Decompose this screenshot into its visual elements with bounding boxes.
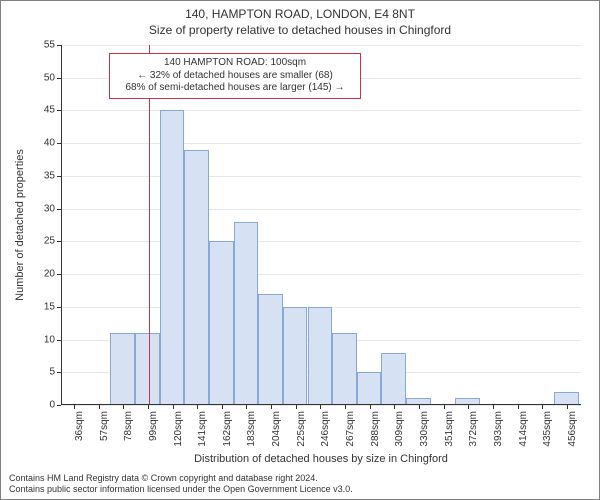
- y-tick-label: 5: [49, 367, 55, 378]
- x-tick-label: 36sqm: [74, 411, 85, 441]
- x-tick-label: 162sqm: [222, 411, 233, 447]
- chart-title-line1: 140, HAMPTON ROAD, LONDON, E4 8NT: [1, 7, 599, 21]
- histogram-bar: [160, 110, 185, 405]
- x-tick-mark: [123, 405, 124, 409]
- y-tick-mark: [57, 405, 61, 406]
- x-tick-mark: [173, 405, 174, 409]
- y-tick-label: 45: [44, 105, 55, 116]
- grid-line: [61, 176, 581, 177]
- x-tick-mark: [271, 405, 272, 409]
- x-tick-mark: [345, 405, 346, 409]
- histogram-bar: [283, 307, 308, 405]
- x-tick-mark: [296, 405, 297, 409]
- x-tick-label: 225sqm: [296, 411, 307, 447]
- x-tick-mark: [468, 405, 469, 409]
- grid-line: [61, 241, 581, 242]
- chart-title-line2: Size of property relative to detached ho…: [1, 23, 599, 37]
- x-tick-label: 393sqm: [493, 411, 504, 447]
- y-tick-label: 30: [44, 203, 55, 214]
- y-axis-title-text: Number of detached properties: [14, 149, 26, 301]
- grid-line: [61, 45, 581, 46]
- x-tick-mark: [394, 405, 395, 409]
- x-tick-mark: [444, 405, 445, 409]
- y-tick-label: 35: [44, 170, 55, 181]
- y-tick-label: 40: [44, 138, 55, 149]
- x-axis-title: Distribution of detached houses by size …: [61, 453, 581, 465]
- x-tick-mark: [518, 405, 519, 409]
- x-tick-mark: [99, 405, 100, 409]
- histogram-bar: [332, 333, 357, 405]
- histogram-bar: [110, 333, 135, 405]
- annotation-line3: 68% of semi-detached houses are larger (…: [116, 82, 354, 95]
- y-tick-label: 10: [44, 334, 55, 345]
- x-tick-mark: [74, 405, 75, 409]
- grid-line: [61, 143, 581, 144]
- property-marker-line: [149, 45, 150, 405]
- x-tick-label: 309sqm: [394, 411, 405, 447]
- annotation-line2: ← 32% of detached houses are smaller (68…: [116, 70, 354, 83]
- histogram-bar: [184, 150, 209, 405]
- x-tick-label: 351sqm: [444, 411, 455, 447]
- x-tick-label: 372sqm: [468, 411, 479, 447]
- x-tick-mark: [370, 405, 371, 409]
- grid-line: [61, 209, 581, 210]
- x-tick-label: 414sqm: [518, 411, 529, 447]
- x-tick-mark: [567, 405, 568, 409]
- annotation-box: 140 HAMPTON ROAD: 100sqm← 32% of detache…: [109, 53, 361, 99]
- histogram-bar: [258, 294, 283, 405]
- x-tick-mark: [542, 405, 543, 409]
- x-tick-label: 288sqm: [370, 411, 381, 447]
- x-tick-mark: [493, 405, 494, 409]
- y-tick-label: 0: [49, 400, 55, 411]
- x-tick-label: 141sqm: [197, 411, 208, 447]
- x-tick-mark: [197, 405, 198, 409]
- footer-line1: Contains HM Land Registry data © Crown c…: [9, 473, 353, 484]
- histogram-bar: [357, 372, 382, 405]
- footer-line2: Contains public sector information licen…: [9, 484, 353, 495]
- chart-container: 140, HAMPTON ROAD, LONDON, E4 8NT Size o…: [0, 0, 600, 500]
- x-tick-label: 99sqm: [148, 411, 159, 441]
- plot-area: 051015202530354045505536sqm57sqm78sqm99s…: [61, 45, 581, 405]
- y-tick-label: 20: [44, 269, 55, 280]
- annotation-line1: 140 HAMPTON ROAD: 100sqm: [116, 57, 354, 70]
- x-tick-mark: [320, 405, 321, 409]
- x-tick-label: 204sqm: [271, 411, 282, 447]
- y-tick-label: 15: [44, 301, 55, 312]
- x-tick-label: 267sqm: [345, 411, 356, 447]
- x-tick-label: 330sqm: [419, 411, 430, 447]
- x-tick-label: 183sqm: [246, 411, 257, 447]
- x-tick-label: 57sqm: [99, 411, 110, 441]
- histogram-bar: [381, 353, 406, 405]
- x-tick-label: 456sqm: [567, 411, 578, 447]
- x-tick-mark: [246, 405, 247, 409]
- histogram-bar: [135, 333, 160, 405]
- histogram-bar: [209, 241, 234, 405]
- grid-line: [61, 274, 581, 275]
- x-tick-mark: [148, 405, 149, 409]
- x-tick-mark: [419, 405, 420, 409]
- x-tick-label: 435sqm: [542, 411, 553, 447]
- x-tick-label: 120sqm: [173, 411, 184, 447]
- x-tick-label: 246sqm: [320, 411, 331, 447]
- x-tick-mark: [222, 405, 223, 409]
- grid-line: [61, 110, 581, 111]
- y-axis-line: [61, 45, 62, 405]
- x-tick-label: 78sqm: [123, 411, 134, 441]
- chart-footer: Contains HM Land Registry data © Crown c…: [9, 473, 353, 496]
- y-axis-title: Number of detached properties: [13, 45, 27, 405]
- plot-inner: 051015202530354045505536sqm57sqm78sqm99s…: [61, 45, 581, 405]
- y-tick-label: 25: [44, 236, 55, 247]
- y-tick-label: 50: [44, 72, 55, 83]
- histogram-bar: [308, 307, 333, 405]
- y-tick-label: 55: [44, 40, 55, 51]
- histogram-bar: [234, 222, 259, 405]
